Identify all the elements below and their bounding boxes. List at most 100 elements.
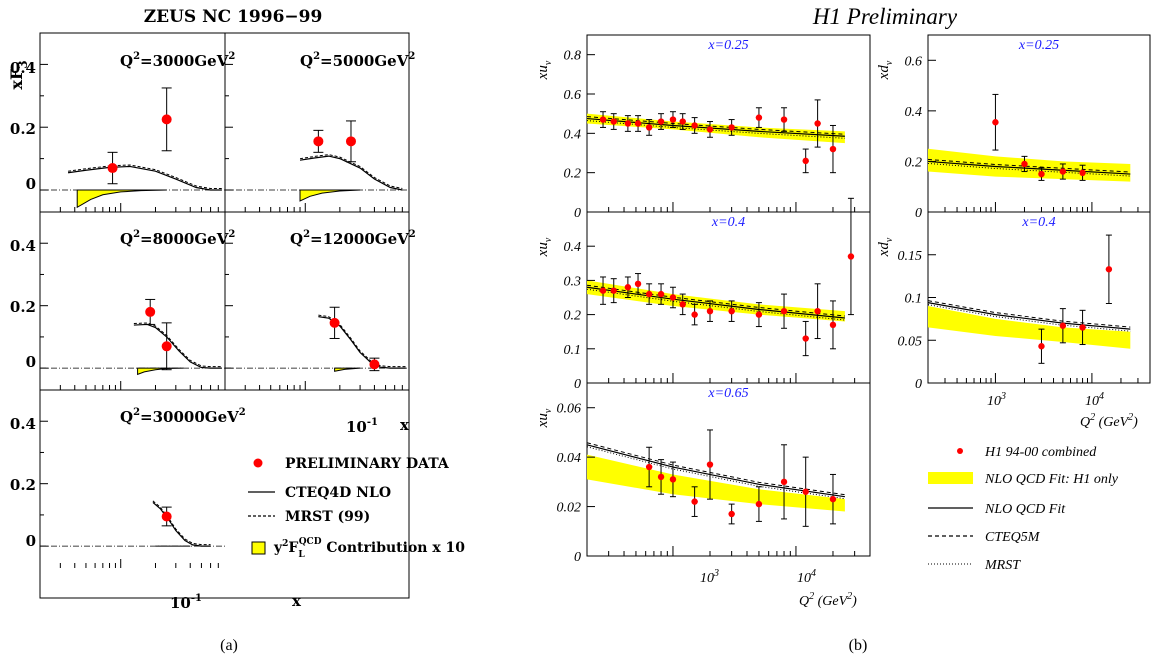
h1-data-point — [1059, 322, 1067, 329]
h1-ytick-label: 0.04 — [557, 451, 582, 466]
h1-ytick-label: 0.4 — [905, 105, 923, 120]
zeus-fl-contribution-area — [76, 189, 167, 209]
h1-data-point — [1105, 266, 1113, 273]
h1-ytick-label: 0.1 — [905, 292, 923, 307]
zeus-panel-q2-5000: Q2=5000GeV2 — [225, 51, 415, 212]
h1-data-point — [634, 120, 642, 127]
h1-ytick-label: 0.2 — [564, 309, 582, 324]
zeus-ytick-0-r1: 0 — [26, 175, 36, 193]
h1-data-point — [624, 120, 632, 127]
legend-cteq-label: CTEQ4D NLO — [285, 485, 391, 501]
h1-data-point — [1079, 324, 1086, 331]
h1-ytick-label: 0.6 — [564, 88, 582, 103]
h1-data-point — [610, 287, 617, 294]
zeus-ytick-02-r3: 0.2 — [10, 476, 36, 494]
h1-xtick-1e3-left: 103 — [700, 568, 719, 586]
h1-legend-fit-label: NLO QCD Fit — [984, 502, 1066, 517]
zeus-fl-contribution-area — [299, 189, 361, 202]
h1-panel-frame — [927, 34, 1151, 213]
h1-cteq-line — [927, 158, 1131, 173]
zeus-y-tick-labels: 0 0.2 0.4 0 0.2 0.4 0 0.2 0.4 — [10, 59, 36, 550]
h1-fit-band — [587, 454, 845, 512]
zeus-fl-contribution-area — [334, 367, 361, 372]
h1-data-point — [780, 307, 788, 315]
h1-data-point — [599, 116, 607, 123]
h1-ytick-label: 0.4 — [564, 240, 582, 255]
h1-mrst-line — [927, 304, 1131, 332]
h1-data-point — [1021, 160, 1028, 168]
h1-data-point — [802, 157, 809, 165]
h1-data-point — [679, 301, 686, 308]
zeus-panel-q2-30000: Q2=30000GeV2 — [40, 407, 246, 568]
h1-data-point — [599, 287, 607, 294]
h1-data-point — [814, 307, 821, 315]
h1-data-point — [829, 495, 837, 503]
h1-ytick-label: 0.06 — [557, 402, 582, 417]
h1-panel-frame — [927, 211, 1151, 384]
zeus-ylabel: xF3 — [7, 60, 30, 89]
h1-mrst-line — [586, 446, 845, 500]
h1-legend-mrst-label: MRST — [984, 558, 1021, 573]
x-axis-label-bottom: x — [292, 592, 302, 610]
zeus-cteq-curve — [67, 165, 222, 191]
h1-panel-xu-065: 0 0.02 0.04 0.06 x=0.65 xuv — [535, 382, 871, 565]
zeus-fl-contribution-area — [137, 367, 184, 376]
zeus-data-point — [161, 114, 172, 125]
zeus-figure: ZEUS NC 1996−99 xF3 Q2=3000GeV2 Q2=5000G… — [7, 7, 465, 654]
h1-xtick-1e4-right: 104 — [1085, 391, 1104, 409]
legend-mrst-label: MRST (99) — [285, 509, 370, 525]
zeus-ytick-04-r2: 0.4 — [10, 237, 36, 255]
h1-data-point — [829, 321, 837, 329]
h1-data-point — [645, 463, 653, 471]
x-axis-label-right: x — [400, 416, 410, 434]
zeus-panel-q2-8000: Q2=8000GeV2 — [40, 229, 235, 390]
h1-ytick-label: 0 — [574, 377, 581, 392]
h1-ytick-label: 0.15 — [898, 249, 923, 264]
zeus-panel-label: Q2=8000GeV2 — [120, 229, 235, 248]
h1-data-point — [1079, 169, 1086, 177]
zeus-cteq-curve — [133, 323, 222, 369]
zeus-cteq-curve — [299, 155, 403, 191]
zeus-mrst-curve — [67, 164, 222, 190]
h1-x-value-label: x=0.25 — [707, 38, 748, 53]
zeus-cteq-curve — [152, 501, 211, 547]
zeus-panel-label: Q2=3000GeV2 — [120, 51, 235, 70]
h1-data-point — [691, 311, 698, 318]
h1-cteq-line — [586, 116, 845, 135]
zeus-ytick-02-r2: 0.2 — [10, 298, 36, 316]
h1-data-point — [657, 473, 665, 481]
h1-cteq-line — [927, 300, 1131, 328]
h1-panel-xd-04: 0 0.05 0.1 0.15 x=0.4 xdv — [876, 211, 1151, 392]
h1-nlo-fit-line — [927, 302, 1131, 330]
h1-x-value-label: x=0.65 — [707, 386, 748, 401]
h1-ytick-label: 0.05 — [898, 334, 923, 349]
panel-b-caption: (b) — [849, 637, 868, 654]
zeus-ytick-04-r1: 0.4 — [10, 59, 36, 77]
h1-title: H1 Preliminary — [812, 4, 958, 29]
h1-data-point — [802, 335, 809, 342]
h1-ytick-label: 0.6 — [905, 54, 923, 69]
h1-nlo-fit-line — [586, 286, 845, 319]
zeus-data-point — [345, 136, 356, 147]
h1-x-value-label: x=0.4 — [711, 215, 745, 230]
h1-xtick-1e4-left: 104 — [797, 568, 816, 586]
h1-data-point — [691, 498, 698, 505]
h1-xtick-1e3-right: 103 — [987, 391, 1006, 409]
zeus-xtick-label-right: 10-1 — [346, 417, 378, 436]
h1-ytick-label: 0.2 — [905, 155, 923, 170]
h1-data-point — [669, 116, 677, 123]
h1-ylabel: xdv — [876, 60, 895, 80]
h1-x-tick-labels: 103 104 103 104 — [700, 391, 1104, 586]
h1-ytick-label: 0 — [915, 206, 922, 221]
h1-data-point — [728, 307, 735, 315]
h1-ylabel: xuv — [535, 408, 554, 428]
h1-ylabel: xuv — [535, 60, 554, 80]
h1-data-point — [728, 124, 735, 131]
zeus-panel-label: Q2=5000GeV2 — [300, 51, 415, 70]
h1-data-point — [728, 510, 735, 518]
h1-data-point — [780, 116, 788, 123]
h1-ytick-label: 0.8 — [564, 49, 582, 64]
zeus-ytick-0-r3: 0 — [26, 532, 36, 550]
zeus-title: ZEUS NC 1996−99 — [144, 7, 323, 27]
h1-data-point — [645, 124, 653, 131]
